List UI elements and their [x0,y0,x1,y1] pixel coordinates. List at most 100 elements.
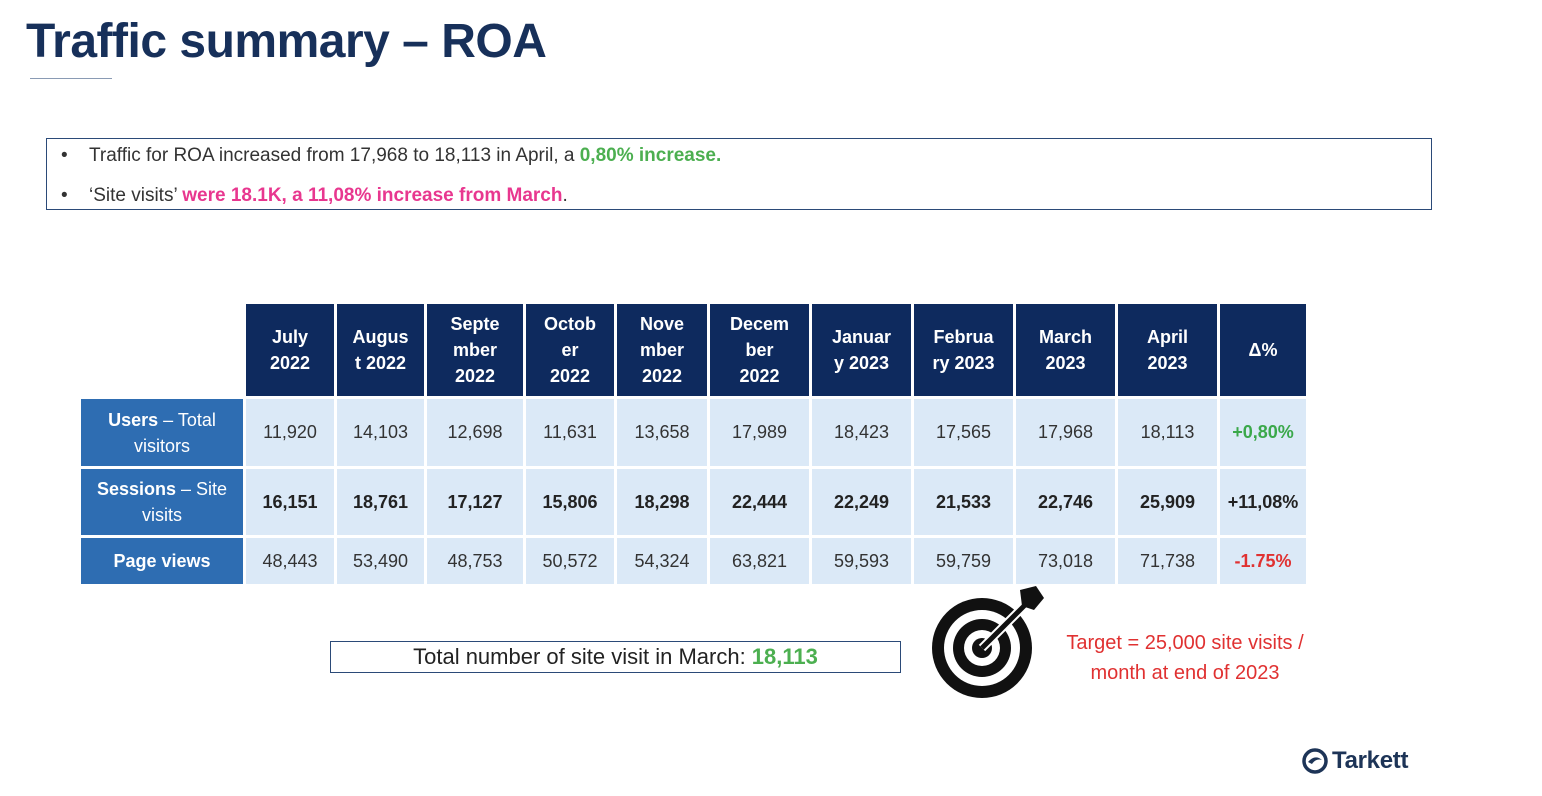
header-line: 2023 [1147,353,1188,373]
table-cell: 59,759 [914,535,1013,584]
header-line: Nove [639,314,684,334]
table-cell: 71,738 [1118,535,1217,584]
table-cell: 54,324 [617,535,707,584]
table-cell: 50,572 [526,535,614,584]
header-line: er [561,340,579,360]
bullet-dot: • [61,185,68,206]
table-cell: 63,821 [710,535,809,584]
header-line: mber [452,340,497,360]
header-blank-cell [81,304,243,396]
row-label: Sessions – Site visits [81,466,243,535]
table-cell: 22,746 [1016,466,1115,535]
bullet-tail: . [562,185,568,206]
header-line: July [271,327,309,347]
table-cell: 11,631 [526,396,614,466]
header-line: April [1146,327,1188,347]
header-month: April 2023 [1118,304,1217,396]
delta-cell: +11,08% [1220,466,1306,535]
row-label-bold: Sessions [96,479,176,499]
table-cell: 48,443 [246,535,334,584]
header-line: 2022 [739,366,780,386]
header-line: Augus [352,327,409,347]
title-underline [30,78,112,79]
table-cell: 17,127 [427,466,523,535]
row-label-bold: Page views [113,551,211,571]
header-month: Octob er 2022 [526,304,614,396]
row-label: Users – Total visitors [81,396,243,466]
summary-bullet-site-visits: • ‘Site visits’ were 18.1K, a 11,08% incr… [61,185,568,207]
table-cell: 11,920 [246,396,334,466]
total-site-visits-box: Total number of site visit in March: 18,… [330,641,901,673]
target-line-1: Target = 25,000 site visits / [1066,632,1304,654]
header-line: 2022 [549,366,591,386]
delta-cell: -1.75% [1220,535,1306,584]
table-cell: 18,298 [617,466,707,535]
header-line: 2022 [269,353,311,373]
table-cell: 22,444 [710,466,809,535]
bullet-dot: • [61,145,68,166]
header-month: Januar y 2023 [812,304,911,396]
table-cell: 14,103 [337,396,424,466]
bullet-text: Traffic for ROA increased from 17,968 to… [89,145,580,166]
table-cell: 15,806 [526,466,614,535]
table-cell: 25,909 [1118,466,1217,535]
header-line: y 2023 [833,353,890,373]
header-line: mber [639,340,684,360]
header-line: 2022 [641,366,683,386]
table-cell: 16,151 [246,466,334,535]
header-line: ry 2023 [932,353,995,373]
header-line: March [1038,327,1092,347]
header-line: Δ% [1248,340,1278,360]
bullet-highlight: 0,80% increase. [579,145,722,166]
table-cell: 53,490 [337,535,424,584]
header-line: Decem [729,314,790,334]
header-month: Februa ry 2023 [914,304,1013,396]
table-cell: 59,593 [812,535,911,584]
page-title: Traffic summary – ROA [26,15,547,68]
header-delta: Δ% [1220,304,1306,396]
header-month: Decem ber 2022 [710,304,809,396]
table-cell: 22,249 [812,466,911,535]
row-label-rest: – Total visitors [133,409,216,456]
header-line: Octob [544,314,596,334]
table-row: Sessions – Site visits 16,151 18,761 17,127… [81,466,1306,535]
traffic-table: July 2022 Augus t 2022 Septe mber 2022 Octob er 2… [78,304,1309,584]
header-month: Nove mber 2022 [617,304,707,396]
row-label-rest: – Site visits [142,479,228,525]
tarkett-logo-text: Tarkett [1332,747,1409,774]
table-row: Page views 48,443 53,490 48,753 50,572 54,324… [81,535,1306,584]
row-label-bold: Users [108,409,159,430]
total-label: Total number of site visit in March: [413,644,752,669]
table-cell: 17,968 [1016,396,1115,466]
summary-bullet-traffic: • Traffic for ROA increased from 17,968 t… [61,145,721,167]
table-header-row: July 2022 Augus t 2022 Septe mber 2022 Octob er 2… [81,304,1306,396]
header-line: t 2022 [354,353,407,373]
table-body: Users – Total visitors 11,920 14,103 12,698… [81,396,1306,584]
row-label: Page views [81,535,243,584]
header-month: Septe mber 2022 [427,304,523,396]
header-month: Augus t 2022 [337,304,424,396]
header-line: ber [745,340,774,360]
header-line: Januar [831,327,892,347]
target-line-2: month at end of 2023 [1090,662,1280,684]
table-cell: 17,565 [914,396,1013,466]
header-line: 2022 [454,366,496,386]
header-line: 2023 [1045,353,1086,373]
table-cell: 73,018 [1016,535,1115,584]
table-cell: 21,533 [914,466,1013,535]
total-value: 18,113 [751,644,818,669]
table-cell: 12,698 [427,396,523,466]
delta-cell: +0,80% [1220,396,1306,466]
header-line: Septe [450,314,500,334]
bullet-text: ‘Site visits’ [89,185,183,206]
header-month: July 2022 [246,304,334,396]
table-cell: 13,658 [617,396,707,466]
tarkett-logo: Tarkett [1302,746,1408,776]
table-cell: 48,753 [427,535,523,584]
target-note: Target = 25,000 site visits / month at e… [1040,628,1330,688]
summary-box: • Traffic for ROA increased from 17,968 t… [46,138,1432,210]
tarkett-logo-icon [1302,748,1328,774]
bullet-highlight: were 18.1K, a 11,08% increase from March [182,185,563,206]
table-cell: 18,113 [1118,396,1217,466]
table-cell: 18,423 [812,396,911,466]
